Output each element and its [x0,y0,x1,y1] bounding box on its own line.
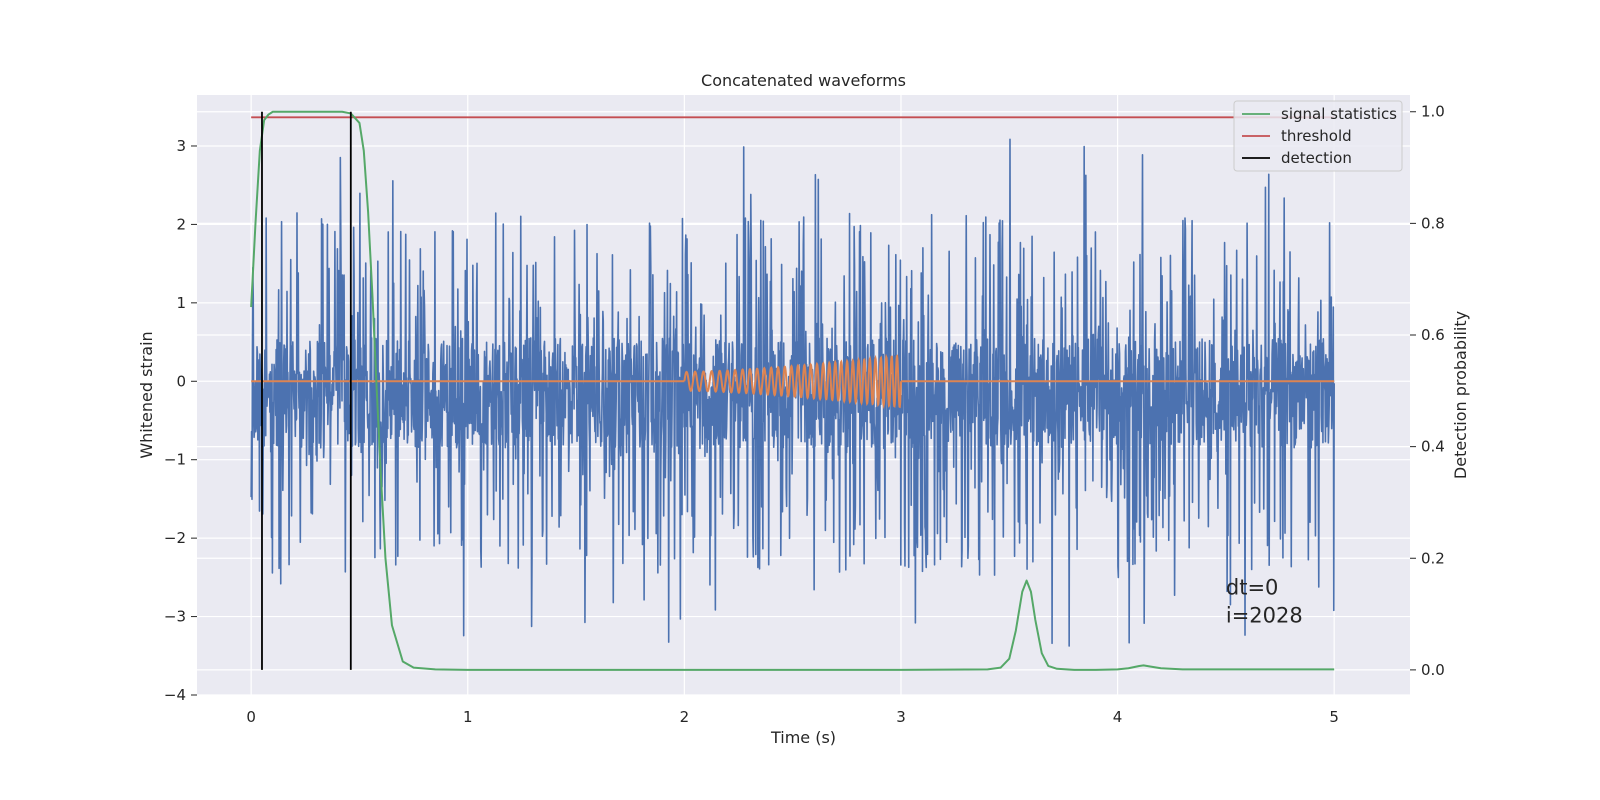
y-tick-label: 3 [176,137,186,155]
annotation: dt=0 i=2028 [1226,576,1303,628]
x-tick-label: 3 [896,708,906,726]
y2-tick-label: 0.4 [1421,438,1445,456]
x-tick-label: 2 [680,708,690,726]
legend-box [1233,100,1403,172]
annotation-dt: dt=0 [1226,576,1279,600]
x-tick-label: 0 [246,708,256,726]
annotation-index: i=2028 [1226,604,1303,628]
y2-tick-label: 0.8 [1421,214,1445,232]
y2-tick-label: 0.2 [1421,549,1445,567]
y-tick-label: 2 [176,215,186,233]
signal-statistics-line [250,110,1335,671]
strain-series [250,138,1335,647]
y2-axis-title: Detection probability [1451,311,1470,479]
legend-label-detection: detection [1281,149,1352,167]
legend: signal statistics threshold detection [1233,100,1403,172]
x-tick-label: 4 [1113,708,1123,726]
y2-tick-label: 0.0 [1421,661,1445,679]
y-axis-title: Whitened strain [137,331,156,458]
y-tick-label: −3 [164,608,186,626]
y-tick-label: −4 [164,686,186,704]
legend-label-signal-statistics: signal statistics [1281,105,1397,123]
y-tick-label: −1 [164,451,186,469]
chart-title: Concatenated waveforms [701,71,906,90]
y-tick-label: −2 [164,529,186,547]
x-tick-label: 1 [463,708,473,726]
axes: 0 1 2 3 4 5 −4 −3 −2 −1 0 1 2 3 0.0 0.2 0.4 0.6 0.8 1.0 [164,103,1445,726]
y-tick-label: 0 [176,372,186,390]
legend-label-threshold: threshold [1281,127,1352,145]
x-axis-title: Time (s) [770,728,836,747]
template-chirp [683,353,902,410]
y2-tick-label: 1.0 [1421,103,1445,121]
x-tick-label: 5 [1329,708,1339,726]
data-layer [250,110,1335,671]
y2-tick-label: 0.6 [1421,326,1445,344]
y-tick-label: 1 [176,294,186,312]
